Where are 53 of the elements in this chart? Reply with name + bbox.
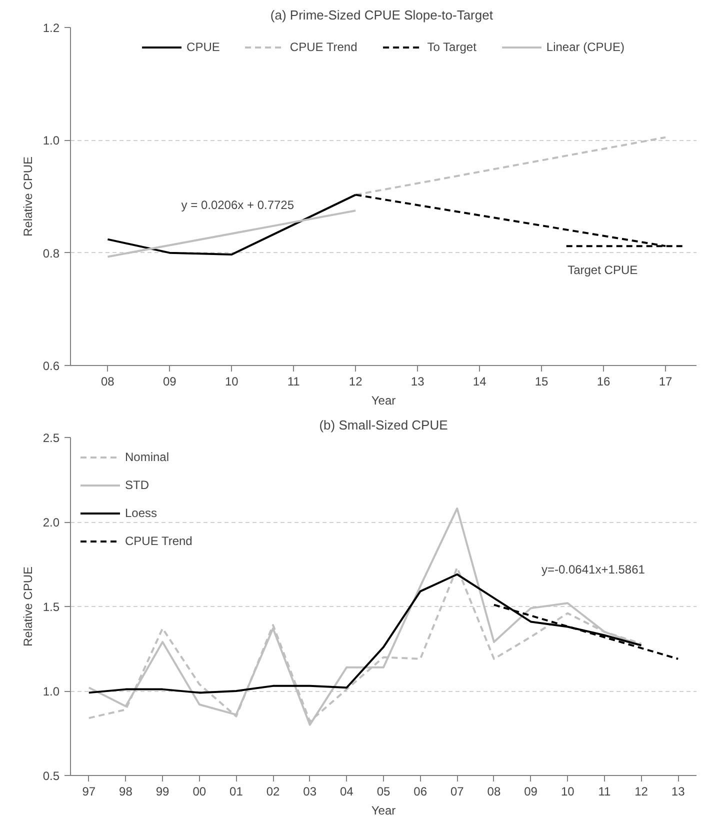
x-tick-label: 03 (303, 784, 317, 798)
x-tick-label: 10 (560, 784, 575, 798)
y-tick-label: 1.2 (42, 21, 60, 35)
chart-title: (b) Small-Sized CPUE (319, 418, 448, 432)
legend-label: STD (125, 478, 149, 492)
x-tick-label: 17 (658, 374, 673, 388)
y-tick-label: 1.0 (42, 684, 60, 698)
x-tick-label: 97 (82, 784, 96, 798)
x-tick-label: 05 (376, 784, 390, 798)
y-tick-label: 2.0 (42, 516, 60, 530)
legend-label: Linear (CPUE) (546, 40, 624, 54)
x-tick-label: 13 (671, 784, 686, 798)
y-axis-title: Relative CPUE (20, 566, 35, 647)
x-tick-label: 07 (450, 784, 464, 798)
x-tick-label: 01 (230, 784, 244, 798)
legend-label: CPUE Trend (290, 40, 358, 54)
x-tick-label: 16 (596, 374, 611, 388)
x-tick-label: 15 (534, 374, 549, 388)
x-tick-label: 12 (348, 374, 363, 388)
x-tick-label: 14 (472, 374, 487, 388)
x-tick-label: 09 (162, 374, 177, 388)
x-tick-label: 11 (287, 374, 300, 388)
x-axis-title: Year (371, 804, 396, 818)
legend-label: Nominal (125, 450, 170, 464)
x-tick-label: 08 (487, 784, 501, 798)
x-tick-label: 00 (192, 784, 206, 798)
annotation: y = 0.0206x + 0.7725 (181, 198, 294, 212)
y-tick-label: 2.5 (42, 431, 60, 445)
x-tick-label: 02 (266, 784, 280, 798)
legend-label: CPUE (186, 40, 220, 54)
y-axis-title: Relative CPUE (20, 156, 35, 237)
legend-label: CPUE Trend (125, 534, 192, 548)
x-tick-label: 11 (598, 784, 611, 798)
legend-label: To Target (427, 40, 476, 54)
y-tick-label: 0.8 (42, 246, 60, 260)
y-tick-label: 1.5 (42, 600, 60, 614)
x-tick-label: 08 (101, 374, 115, 388)
x-tick-label: 06 (414, 784, 428, 798)
x-tick-label: 13 (410, 374, 425, 388)
y-tick-label: 0.6 (42, 359, 60, 373)
x-axis-title: Year (371, 394, 396, 408)
x-tick-label: 99 (156, 784, 170, 798)
x-tick-label: 10 (224, 374, 239, 388)
x-tick-label: 98 (119, 784, 133, 798)
annotation: y=-0.0641x+1.5861 (542, 562, 646, 576)
x-tick-label: 12 (634, 784, 648, 798)
y-tick-label: 0.5 (42, 769, 60, 783)
x-tick-label: 04 (340, 784, 354, 798)
y-tick-label: 1.0 (42, 134, 60, 148)
annotation: Target CPUE (568, 262, 638, 277)
x-tick-label: 09 (524, 784, 538, 798)
legend-label: Loess (125, 506, 158, 520)
chart-title: (a) Prime-Sized CPUE Slope-to-Target (270, 8, 494, 22)
